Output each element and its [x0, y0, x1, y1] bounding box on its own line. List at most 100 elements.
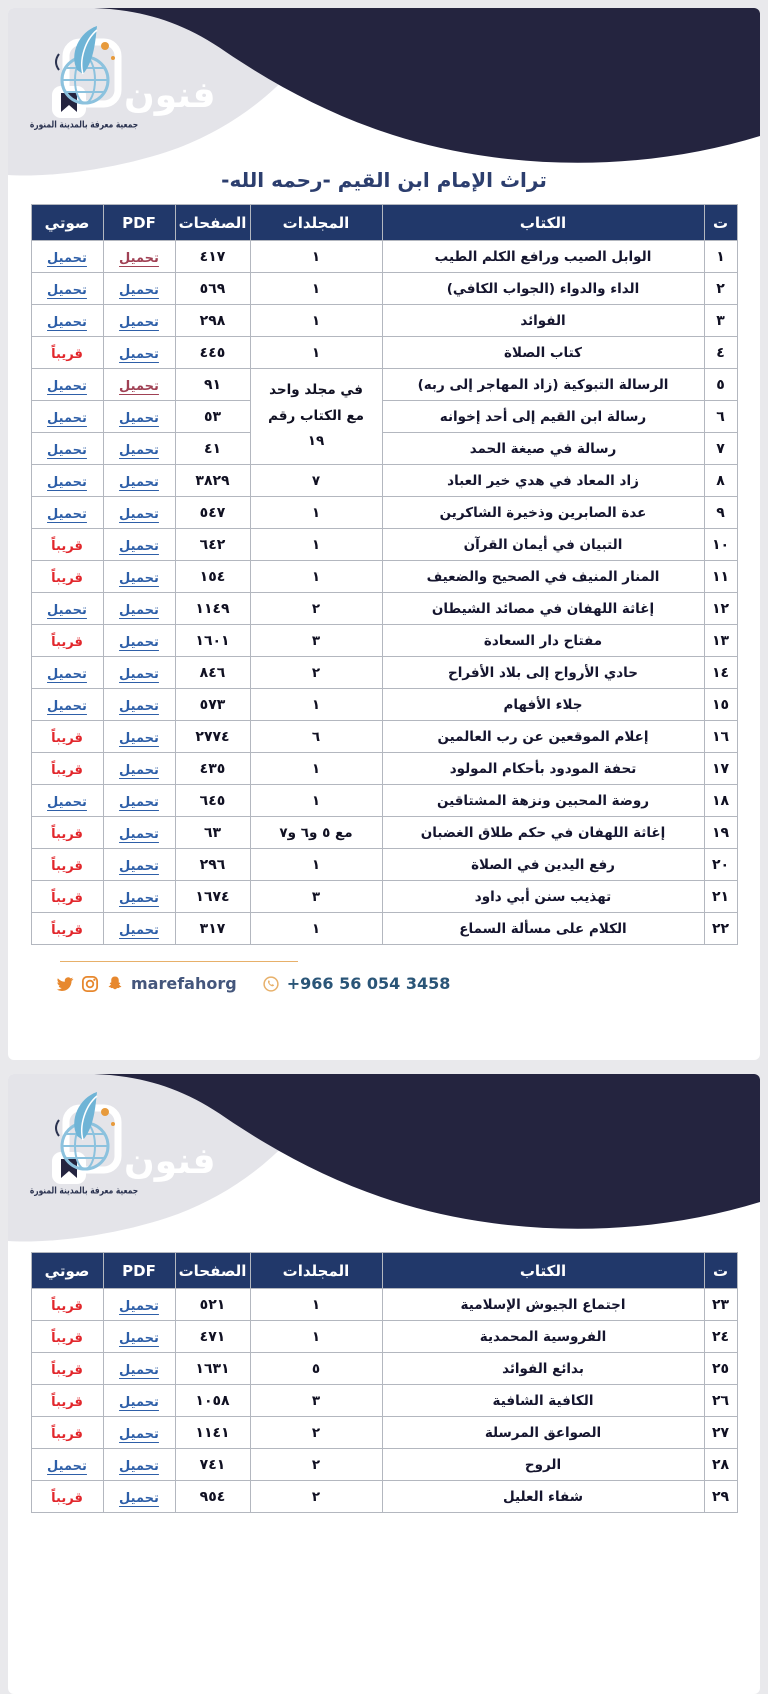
- pdf-download-link[interactable]: تحميل: [119, 891, 159, 906]
- row-index: ٧: [703, 432, 738, 465]
- pdf-cell: تحميل: [102, 240, 176, 273]
- twitter-icon: [56, 976, 74, 991]
- phone-number: +966 56 054 3458: [286, 974, 451, 993]
- audio-soon-label: قريباً: [51, 571, 83, 586]
- audio-soon-label: قريباً: [51, 347, 83, 362]
- audio-soon-label: قريباً: [51, 539, 83, 554]
- pdf-download-link[interactable]: تحميل: [119, 699, 159, 714]
- audio-download-link[interactable]: تحميل: [47, 443, 87, 458]
- pdf-download-link[interactable]: تحميل: [119, 859, 159, 874]
- pdf-download-link[interactable]: تحميل: [119, 1299, 159, 1314]
- pdf-download-link[interactable]: تحميل: [119, 315, 159, 330]
- pdf-download-link[interactable]: تحميل: [119, 475, 159, 490]
- pages-count: ١١٤١: [174, 1416, 251, 1449]
- audio-cell: قريباً: [30, 1416, 104, 1449]
- pdf-download-link[interactable]: تحميل: [119, 507, 159, 522]
- table-row: ١١ المنار المنيف في الصحيح والضعيف ١ ١٥٤ تحم…: [30, 560, 738, 593]
- pdf-cell: تحميل: [102, 1416, 176, 1449]
- pdf-download-link[interactable]: تحميل: [119, 1491, 159, 1506]
- table-row: ١٢ إغاثة اللهفان في مصائد الشيطان ٢ ١١٤٩ تحم…: [30, 592, 738, 625]
- audio-cell: تحميل: [30, 272, 104, 305]
- table-row: ١٨ روضة المحبين ونزهة المشتاقين ١ ٦٤٥ تحميل ت…: [30, 784, 738, 817]
- audio-cell: تحميل: [30, 368, 104, 401]
- pdf-cell: تحميل: [102, 1320, 176, 1353]
- pdf-download-link[interactable]: تحميل: [119, 411, 159, 426]
- audio-download-link[interactable]: تحميل: [47, 251, 87, 266]
- audio-download-link[interactable]: تحميل: [47, 475, 87, 490]
- table-row: ٦ رسالة ابن القيم إلى أحد إخوانه ٥٣ تحميل تح…: [30, 400, 738, 433]
- pdf-download-link[interactable]: تحميل: [119, 1331, 159, 1346]
- table-row: ٩ عدة الصابرين وذخيرة الشاكرين ١ ٥٤٧ تحميل تح…: [30, 496, 738, 529]
- row-index: ١٠: [703, 528, 738, 561]
- whatsapp-icon: [263, 975, 279, 992]
- contact-footer: marefahorg +966 56 054 3458: [8, 945, 760, 993]
- pages-count: ٤٧١: [174, 1320, 251, 1353]
- pdf-download-link[interactable]: تحميل: [119, 1395, 159, 1410]
- audio-download-link[interactable]: تحميل: [47, 315, 87, 330]
- audio-cell: قريباً: [30, 624, 104, 657]
- pdf-download-link[interactable]: تحميل: [119, 635, 159, 650]
- pdf-cell: تحميل: [102, 528, 176, 561]
- pages-count: ٩٥٤: [174, 1480, 251, 1513]
- volumes-count: ١: [249, 1288, 383, 1321]
- pdf-download-link[interactable]: تحميل: [119, 379, 159, 394]
- pdf-cell: تحميل: [102, 496, 176, 529]
- pdf-download-link[interactable]: تحميل: [119, 1363, 159, 1378]
- audio-download-link[interactable]: تحميل: [47, 507, 87, 522]
- pdf-download-link[interactable]: تحميل: [119, 1459, 159, 1474]
- org-calligraphy-text: جمعية معرفة بالمدينة المنورة: [29, 118, 139, 131]
- pdf-download-link[interactable]: تحميل: [119, 347, 159, 362]
- pdf-cell: تحميل: [102, 720, 176, 753]
- row-index: ١٧: [703, 752, 738, 785]
- volumes-count: ١: [249, 848, 383, 881]
- col-header-volumes: المجلدات: [249, 1252, 383, 1289]
- pdf-download-link[interactable]: تحميل: [119, 539, 159, 554]
- volumes-count: ١: [249, 912, 383, 945]
- pdf-download-link[interactable]: تحميل: [119, 443, 159, 458]
- pdf-download-link[interactable]: تحميل: [119, 827, 159, 842]
- pages-count: ٥٤٧: [174, 496, 251, 529]
- row-index: ١١: [703, 560, 738, 593]
- pdf-download-link[interactable]: تحميل: [119, 667, 159, 682]
- pdf-download-link[interactable]: تحميل: [119, 571, 159, 586]
- pdf-download-link[interactable]: تحميل: [119, 795, 159, 810]
- pages-count: ١٦٠١: [174, 624, 251, 657]
- pages-count: ٦٤٥: [174, 784, 251, 817]
- table-row: ٨ زاد المعاد في هدي خير العباد ٧ ٣٨٢٩ تحميل ت…: [30, 464, 738, 497]
- audio-download-link[interactable]: تحميل: [47, 603, 87, 618]
- audio-download-link[interactable]: تحميل: [47, 379, 87, 394]
- audio-download-link[interactable]: تحميل: [47, 283, 87, 298]
- audio-download-link[interactable]: تحميل: [47, 795, 87, 810]
- book-title: الداء والدواء (الجواب الكافي): [381, 272, 705, 305]
- marefah-org-logo: جمعية معرفة بالمدينة المنورة: [20, 24, 148, 131]
- pages-count: ٤١٧: [174, 240, 251, 273]
- volumes-count: ١: [249, 272, 383, 305]
- col-header-volumes: المجلدات: [249, 204, 383, 241]
- feather-globe-icon: [55, 26, 115, 105]
- book-title: كتاب الصلاة: [381, 336, 705, 369]
- pdf-download-link[interactable]: تحميل: [119, 731, 159, 746]
- table-row: ٤ كتاب الصلاة ١ ٤٤٥ تحميل قريباً: [30, 336, 738, 369]
- pdf-download-link[interactable]: تحميل: [119, 1427, 159, 1442]
- row-index: ٢١: [703, 880, 738, 913]
- table-header-row: ت الكتاب المجلدات الصفحات PDF صوتي: [30, 1252, 738, 1289]
- book-title: الوابل الصيب ورافع الكلم الطيب: [381, 240, 705, 273]
- audio-soon-label: قريباً: [51, 763, 83, 778]
- pdf-cell: تحميل: [102, 912, 176, 945]
- table-row: ٢٨ الروح ٢ ٧٤١ تحميل تحميل: [30, 1448, 738, 1481]
- pdf-download-link[interactable]: تحميل: [119, 763, 159, 778]
- audio-download-link[interactable]: تحميل: [47, 1459, 87, 1474]
- audio-download-link[interactable]: تحميل: [47, 699, 87, 714]
- pdf-download-link[interactable]: تحميل: [119, 603, 159, 618]
- audio-download-link[interactable]: تحميل: [47, 667, 87, 682]
- volumes-count: ٦: [249, 720, 383, 753]
- pdf-download-link[interactable]: تحميل: [119, 251, 159, 266]
- audio-download-link[interactable]: تحميل: [47, 411, 87, 426]
- row-index: ٢٥: [703, 1352, 738, 1385]
- social-handle: marefahorg: [131, 974, 237, 993]
- volumes-count: مع ٥ و٦ و٧: [249, 816, 383, 849]
- pdf-download-link[interactable]: تحميل: [119, 283, 159, 298]
- pdf-download-link[interactable]: تحميل: [119, 923, 159, 938]
- audio-cell: تحميل: [30, 240, 104, 273]
- table-row: ٣ الفوائد ١ ٢٩٨ تحميل تحميل: [30, 304, 738, 337]
